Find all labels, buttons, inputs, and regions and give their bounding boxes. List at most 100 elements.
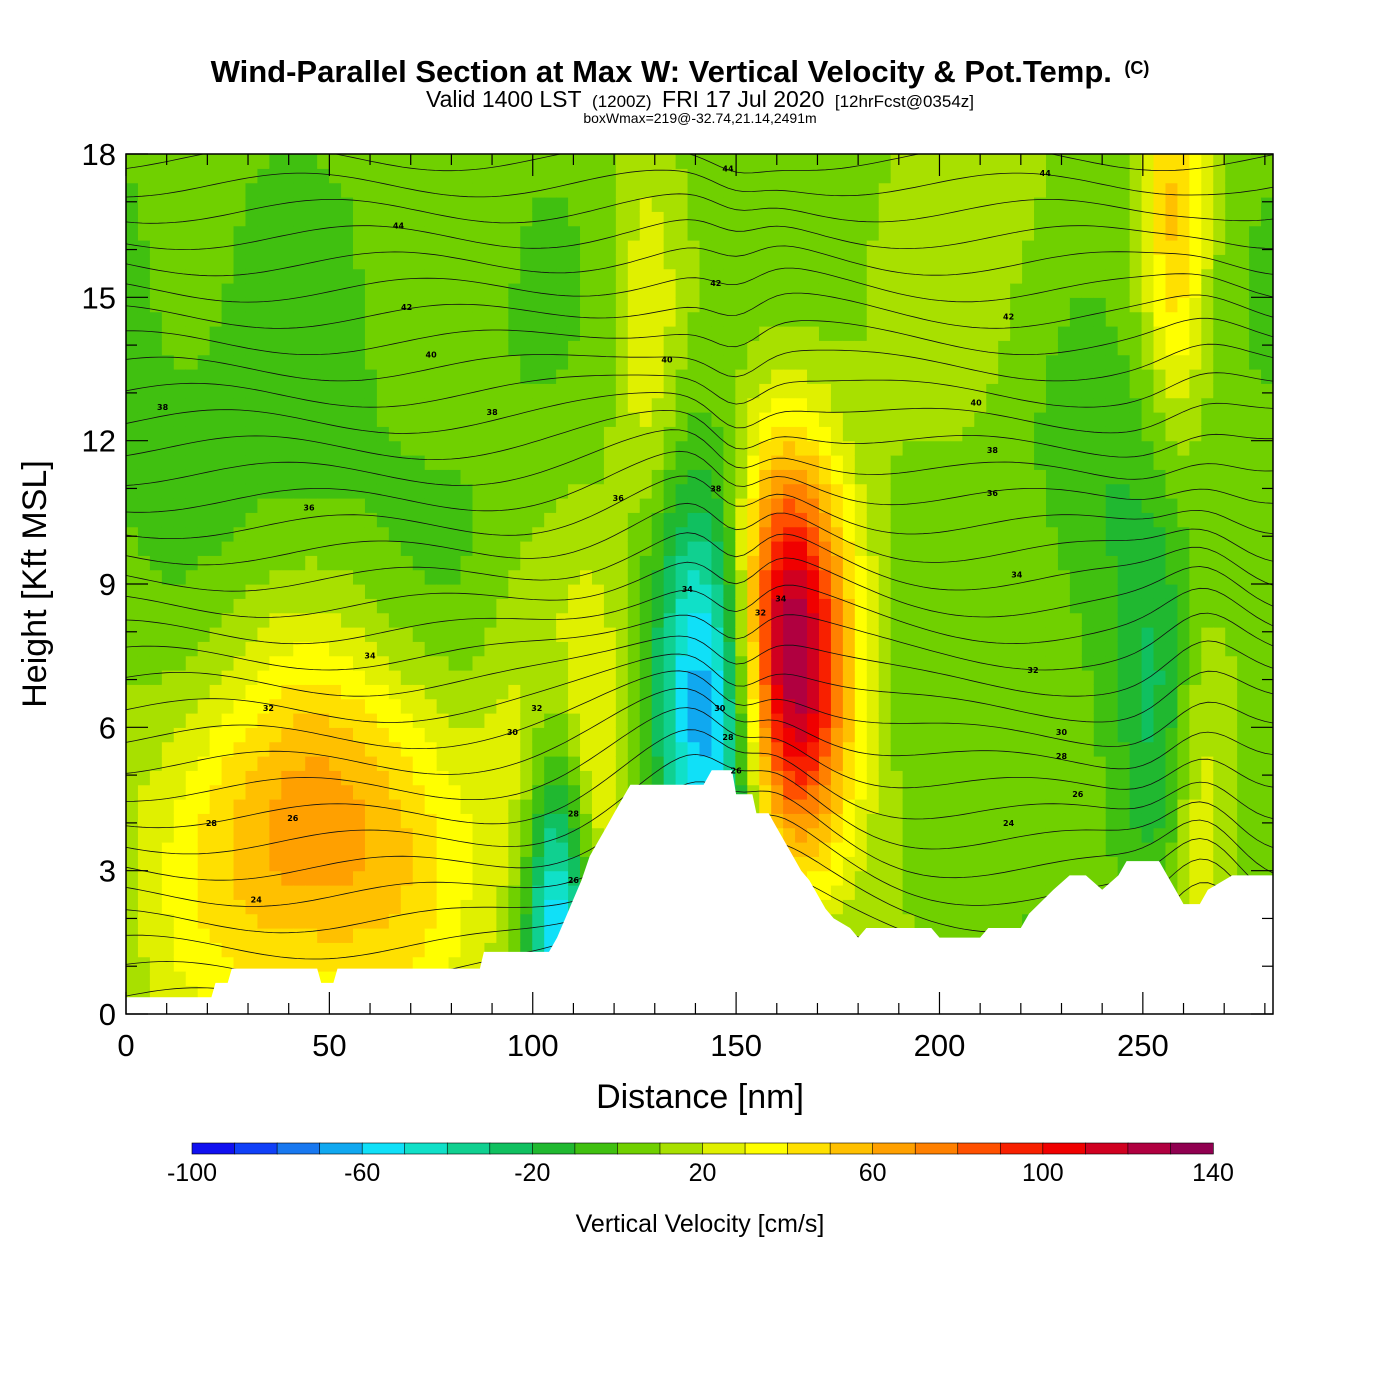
w-cell <box>508 354 521 370</box>
w-cell <box>317 340 330 356</box>
w-cell <box>293 612 306 628</box>
w-cell <box>974 555 987 571</box>
w-cell <box>221 598 235 614</box>
w-cell <box>878 741 892 757</box>
w-cell <box>1022 469 1035 485</box>
w-cell <box>783 268 796 284</box>
w-cell <box>687 211 701 227</box>
w-cell <box>651 297 665 313</box>
w-cell <box>436 225 450 241</box>
w-cell <box>663 526 677 542</box>
w-cell <box>699 498 713 513</box>
w-cell <box>329 469 342 485</box>
w-cell <box>197 842 211 857</box>
w-cell <box>149 899 163 915</box>
w-cell <box>902 254 916 270</box>
w-cell <box>496 655 509 671</box>
w-cell <box>711 168 724 184</box>
w-cell <box>353 627 366 642</box>
w-cell <box>1093 412 1107 427</box>
w-cell <box>185 856 199 872</box>
w-cell <box>890 412 904 427</box>
w-cell <box>520 641 533 657</box>
w-cell <box>161 971 175 986</box>
w-cell <box>317 397 330 413</box>
w-cell <box>1022 340 1035 356</box>
w-cell <box>830 340 844 356</box>
w-cell <box>986 842 999 857</box>
w-cell <box>1081 483 1095 499</box>
w-cell <box>520 311 533 327</box>
w-cell <box>388 254 402 270</box>
w-cell <box>818 670 832 685</box>
w-cell <box>496 627 509 642</box>
w-cell <box>161 311 175 327</box>
w-cell <box>209 813 223 829</box>
w-cell <box>974 297 987 313</box>
w-cell <box>436 741 450 757</box>
w-cell <box>412 713 426 728</box>
w-cell <box>317 555 330 571</box>
w-cell <box>269 584 282 599</box>
w-cell <box>866 483 880 499</box>
w-cell <box>161 211 175 227</box>
w-cell <box>448 283 462 298</box>
w-cell <box>197 297 211 313</box>
w-cell <box>353 225 366 241</box>
w-cell <box>137 756 151 771</box>
w-cell <box>126 512 139 528</box>
w-cell <box>998 268 1011 284</box>
w-cell <box>508 526 521 542</box>
w-cell <box>627 383 641 399</box>
w-cell <box>675 197 689 212</box>
w-cell <box>305 426 318 442</box>
w-cell <box>651 698 665 714</box>
w-cell <box>257 956 270 972</box>
w-cell <box>1105 799 1119 814</box>
w-cell <box>388 197 402 212</box>
w-cell <box>460 627 474 642</box>
w-cell <box>675 397 689 413</box>
w-cell <box>854 369 868 384</box>
w-cell <box>938 913 952 929</box>
w-cell <box>388 240 402 255</box>
w-cell <box>735 598 748 614</box>
w-cell <box>866 913 880 929</box>
w-cell <box>126 283 139 298</box>
w-cell <box>173 182 187 198</box>
w-cell <box>771 727 784 743</box>
w-cell <box>735 254 748 270</box>
w-cell <box>974 827 987 843</box>
w-cell <box>400 311 414 327</box>
w-cell <box>341 354 354 370</box>
w-cell <box>771 412 784 427</box>
w-cell <box>185 584 199 599</box>
w-cell <box>149 168 163 184</box>
w-cell <box>568 197 581 212</box>
w-cell <box>209 655 223 671</box>
w-cell <box>1010 713 1023 728</box>
w-cell <box>1045 770 1059 786</box>
w-cell <box>998 211 1011 227</box>
w-cell <box>568 727 581 743</box>
w-cell <box>376 182 390 198</box>
w-cell <box>281 541 294 556</box>
w-cell <box>1057 426 1071 442</box>
w-cell <box>998 455 1011 470</box>
w-cell <box>1093 870 1107 886</box>
w-cell <box>448 870 462 886</box>
w-cell <box>603 713 617 728</box>
w-cell <box>615 770 629 786</box>
w-cell <box>1093 827 1107 843</box>
w-cell <box>269 397 282 413</box>
w-cell <box>412 698 426 714</box>
w-cell <box>460 612 474 628</box>
w-cell <box>173 197 187 212</box>
w-cell <box>245 655 259 671</box>
w-cell <box>245 813 259 829</box>
w-cell <box>890 455 904 470</box>
w-cell <box>221 426 235 442</box>
w-cell <box>735 326 748 341</box>
w-cell <box>544 756 557 771</box>
w-cell <box>161 584 175 599</box>
